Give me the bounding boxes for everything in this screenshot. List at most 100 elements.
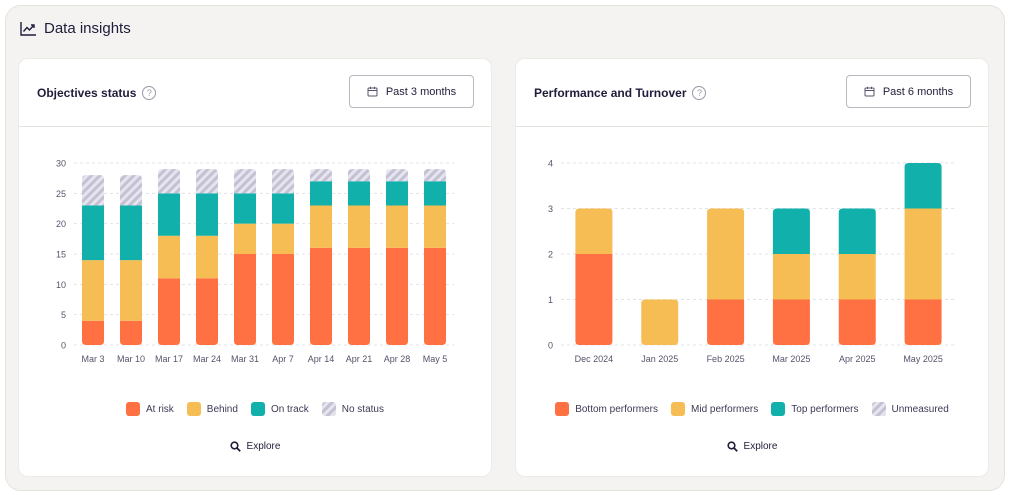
legend-swatch — [871, 402, 886, 416]
legend-swatch — [555, 402, 570, 416]
bar-apr-2025-top-performers[interactable] — [838, 208, 876, 255]
bar-may-5-on-track[interactable] — [424, 181, 446, 206]
legend-item-unmeasured[interactable]: Unmeasured — [871, 402, 949, 416]
bar-apr-28-at-risk[interactable] — [386, 247, 408, 345]
bar-dec-2024-mid-performers[interactable] — [575, 208, 613, 255]
bar-feb-2025-bottom-performers[interactable] — [707, 299, 745, 346]
bar-mar-31-at-risk[interactable] — [234, 254, 256, 345]
bar-mar-10-behind[interactable] — [120, 260, 142, 321]
bar-dec-2024-bottom-performers[interactable] — [575, 254, 613, 345]
bar-mar-3-no-status[interactable] — [82, 175, 104, 206]
bar-apr-7-on-track[interactable] — [272, 193, 294, 224]
help-icon[interactable]: ? — [692, 86, 707, 100]
legend-item-behind[interactable]: Behind — [186, 402, 238, 416]
help-icon[interactable]: ? — [142, 86, 157, 100]
bar-may-5-behind[interactable] — [424, 205, 446, 248]
bar-mar-2025-mid-performers[interactable] — [772, 254, 810, 300]
legend-item-mid-performers[interactable]: Mid performers — [671, 402, 758, 416]
legend-item-bottom-performers[interactable]: Bottom performers — [555, 402, 658, 416]
bar-mar-24-at-risk[interactable] — [196, 278, 218, 345]
bar-mar-3-behind[interactable] — [82, 260, 104, 321]
bar-mar-3-at-risk[interactable] — [82, 320, 104, 345]
legend-item-no-status[interactable]: No status — [321, 402, 384, 416]
bar-apr-14-at-risk[interactable] — [310, 247, 332, 345]
bar-apr-14-no-status[interactable] — [310, 169, 332, 182]
bar-mar-31-on-track[interactable] — [234, 193, 256, 224]
bar-may-2025-bottom-performers[interactable] — [904, 299, 942, 346]
legend-swatch — [671, 402, 686, 416]
bar-apr-7-no-status[interactable] — [272, 169, 294, 194]
performance-title: Performance and Turnover — [534, 86, 687, 100]
bar-mar-24-on-track[interactable] — [196, 193, 218, 236]
y-tick-label: 30 — [56, 159, 66, 169]
legend-swatch — [126, 402, 141, 416]
bar-jan-2025-mid-performers[interactable] — [641, 299, 679, 346]
bar-apr-14-on-track[interactable] — [310, 181, 332, 206]
bar-mar-17-no-status[interactable] — [158, 169, 180, 194]
x-tick-label: Mar 17 — [155, 354, 183, 364]
bar-mar-2025-top-performers[interactable] — [772, 208, 810, 255]
explore-link[interactable]: Explore — [19, 441, 491, 452]
legend-item-on-track[interactable]: On track — [250, 402, 309, 416]
card-title: Performance and Turnover ? — [534, 86, 707, 100]
bar-mar-2025-bottom-performers[interactable] — [772, 299, 810, 346]
x-tick-label: Mar 2025 — [772, 354, 810, 364]
bar-apr-7-at-risk[interactable] — [272, 254, 294, 345]
bar-mar-3-on-track[interactable] — [82, 205, 104, 261]
bar-mar-24-behind[interactable] — [196, 235, 218, 279]
x-tick-label: Apr 2025 — [839, 354, 876, 364]
bar-apr-28-on-track[interactable] — [386, 181, 408, 206]
y-tick-label: 0 — [61, 341, 66, 351]
legend-item-at-risk[interactable]: At risk — [126, 402, 174, 416]
bar-mar-31-no-status[interactable] — [234, 169, 256, 194]
card-title: Objectives status ? — [37, 86, 157, 100]
date-range-button[interactable]: Past 3 months — [349, 75, 474, 108]
bar-mar-17-behind[interactable] — [158, 235, 180, 279]
date-range-button[interactable]: Past 6 months — [846, 75, 971, 108]
bar-apr-28-no-status[interactable] — [386, 169, 408, 182]
bar-apr-2025-mid-performers[interactable] — [838, 254, 876, 300]
bar-apr-7-behind[interactable] — [272, 223, 294, 254]
x-tick-label: Dec 2024 — [575, 354, 614, 364]
x-tick-label: May 2025 — [903, 354, 943, 364]
bar-apr-28-behind[interactable] — [386, 205, 408, 248]
bar-mar-17-on-track[interactable] — [158, 193, 180, 236]
x-tick-label: Apr 28 — [384, 354, 411, 364]
bar-may-2025-top-performers[interactable] — [904, 163, 942, 209]
y-tick-label: 4 — [548, 159, 553, 169]
x-tick-label: Mar 10 — [117, 354, 145, 364]
bar-mar-10-no-status[interactable] — [120, 175, 142, 206]
bar-apr-21-no-status[interactable] — [348, 169, 370, 182]
x-tick-label: Mar 3 — [81, 354, 104, 364]
bar-mar-31-behind[interactable] — [234, 223, 256, 254]
bar-mar-24-no-status[interactable] — [196, 169, 218, 194]
x-tick-label: May 5 — [423, 354, 448, 364]
performance-chart: 0 1 2 3 4 Dec 2024 Jan 2025 Feb 2025 Mar 2025 Apr… — [548, 159, 956, 364]
performance-turnover-card: Performance and Turnover ? Past 6 months… — [515, 58, 989, 477]
bar-apr-21-behind[interactable] — [348, 205, 370, 248]
legend-item-top-performers[interactable]: Top performers — [771, 402, 859, 416]
y-tick-label: 0 — [548, 341, 553, 351]
y-tick-label: 20 — [56, 219, 66, 229]
y-tick-label: 15 — [56, 250, 66, 260]
y-tick-label: 5 — [61, 310, 66, 320]
bar-mar-17-at-risk[interactable] — [158, 278, 180, 345]
bar-apr-14-behind[interactable] — [310, 205, 332, 248]
bar-mar-10-at-risk[interactable] — [120, 320, 142, 345]
bar-may-5-no-status[interactable] — [424, 169, 446, 182]
bar-apr-2025-bottom-performers[interactable] — [838, 299, 876, 346]
legend-swatch — [321, 402, 336, 416]
bar-feb-2025-mid-performers[interactable] — [707, 208, 745, 300]
card-header: Objectives status ? Past 3 months — [19, 59, 491, 127]
bar-may-2025-mid-performers[interactable] — [904, 208, 942, 300]
explore-link[interactable]: Explore — [516, 441, 988, 452]
objectives-title: Objectives status — [37, 86, 137, 100]
bar-mar-10-on-track[interactable] — [120, 205, 142, 261]
bar-apr-21-at-risk[interactable] — [348, 247, 370, 345]
bar-may-5-at-risk[interactable] — [424, 247, 446, 345]
x-tick-label: Apr 14 — [308, 354, 335, 364]
legend-swatch — [250, 402, 265, 416]
bar-apr-21-on-track[interactable] — [348, 181, 370, 206]
explore-label: Explore — [246, 441, 281, 452]
objectives-status-card: Objectives status ? Past 3 months 0 5 10 15… — [18, 58, 492, 477]
